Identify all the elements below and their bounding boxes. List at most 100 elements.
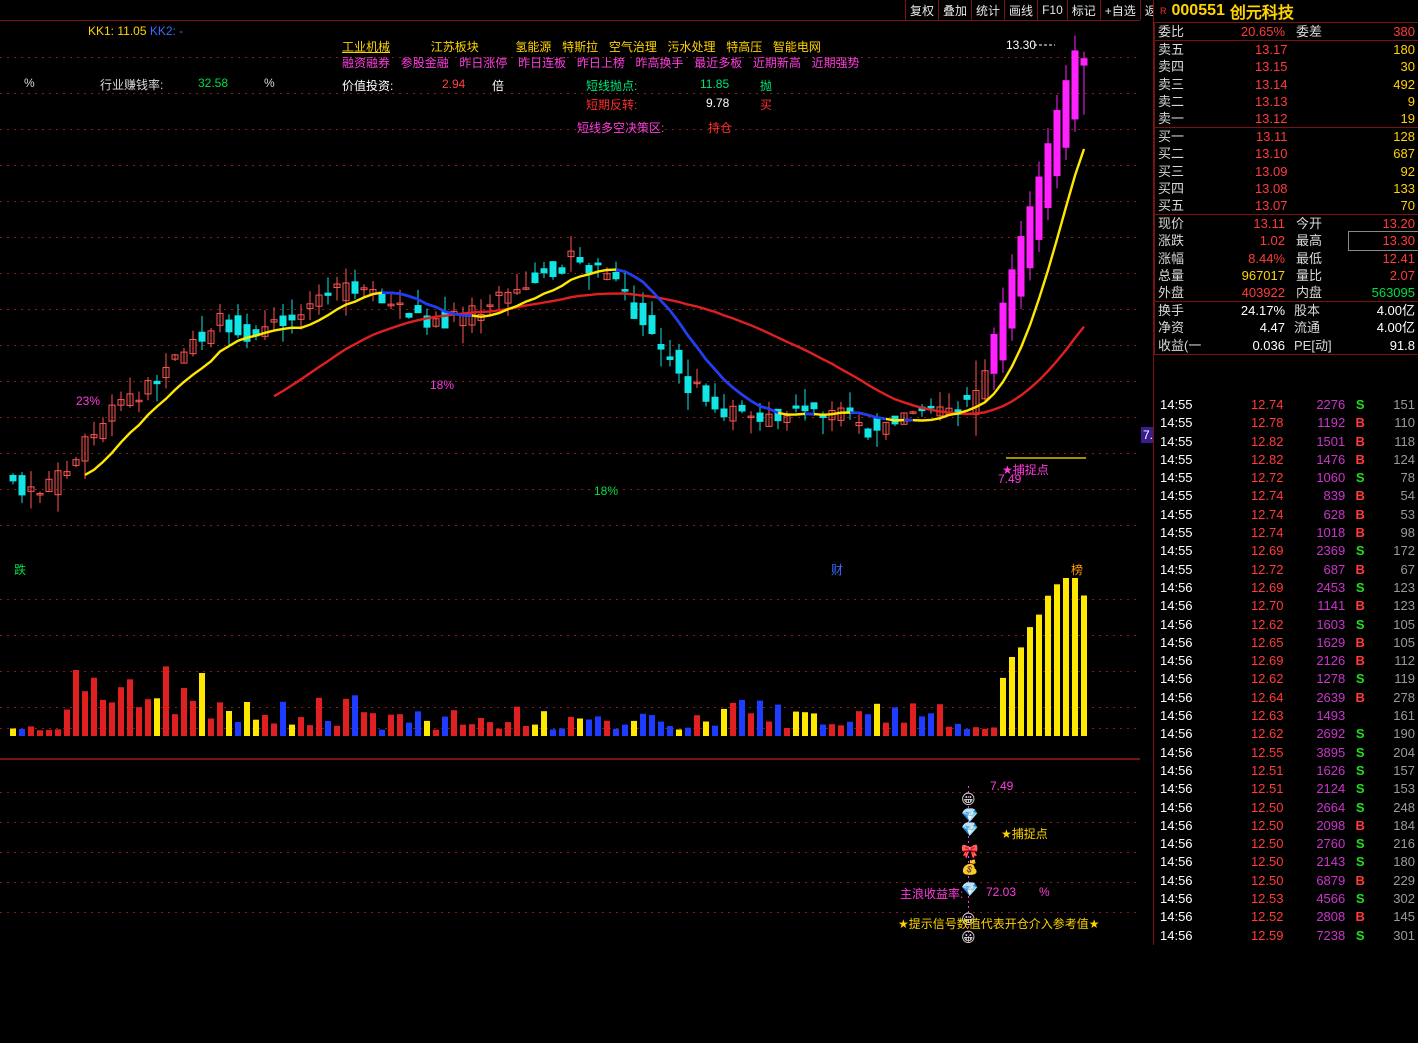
top-toolbar[interactable]: 复权 叠加 统计 画线 F10 标记 +自选 返回 bbox=[905, 0, 1153, 20]
toolbar-button-f10[interactable]: F10 bbox=[1037, 0, 1067, 20]
tick-count: 216 bbox=[1369, 835, 1418, 853]
tick-price: 12.72 bbox=[1222, 561, 1284, 579]
stat-label-right: 最高 bbox=[1288, 232, 1349, 249]
tick-count: 157 bbox=[1369, 762, 1418, 780]
tag-recent-high[interactable]: 近期新高 bbox=[753, 56, 801, 70]
stock-code: 000551 bbox=[1172, 2, 1225, 20]
tag-recent-strong[interactable]: 近期强势 bbox=[812, 56, 860, 70]
tag-smart-grid[interactable]: 智能电网 bbox=[773, 40, 821, 54]
stat-value-right: 2.07 bbox=[1349, 267, 1418, 284]
ask-qty: 30 bbox=[1347, 58, 1418, 75]
tag-air-treatment[interactable]: 空气治理 bbox=[609, 40, 657, 54]
gem-icon: 💎 bbox=[961, 882, 978, 896]
tag-finance-stake[interactable]: 参股金融 bbox=[401, 56, 449, 70]
tag-sewage[interactable]: 污水处理 bbox=[668, 40, 716, 54]
sector-tags-row2[interactable]: 融资融券 参股金融 昨日涨停 昨日连板 昨日上榜 昨高换手 最近多板 近期新高 … bbox=[342, 56, 812, 71]
tick-price: 12.74 bbox=[1222, 506, 1284, 524]
tick-count: 78 bbox=[1369, 469, 1418, 487]
tag-jiangsu[interactable]: 江苏板块 bbox=[431, 40, 479, 54]
tag-on-list[interactable]: 昨日上榜 bbox=[577, 56, 625, 70]
tick-price: 12.62 bbox=[1222, 616, 1284, 634]
price-chart-pane[interactable] bbox=[0, 20, 1140, 579]
tag-multi-board[interactable]: 最近多板 bbox=[694, 56, 742, 70]
tag-uhv[interactable]: 特高压 bbox=[726, 40, 762, 54]
fundamental-value-right: 4.00亿 bbox=[1349, 302, 1418, 320]
tag-industrial-machinery[interactable]: 工业机械 bbox=[342, 40, 390, 54]
sector-tags-row1[interactable]: 工业机械 江苏板块 氢能源 特斯拉 空气治理 污水处理 特高压 智能电网 bbox=[342, 40, 812, 55]
tag-high-turnover[interactable]: 昨高换手 bbox=[636, 56, 684, 70]
tick-price: 12.51 bbox=[1222, 762, 1284, 780]
tag-hydrogen[interactable]: 氢能源 bbox=[515, 40, 551, 54]
tag-margin-trading[interactable]: 融资融券 bbox=[342, 56, 390, 70]
toolbar-button-fuquan[interactable]: 复权 bbox=[905, 0, 938, 20]
tick-price: 12.59 bbox=[1222, 927, 1284, 945]
tick-time: 14:55 bbox=[1154, 396, 1222, 414]
tag-tesla[interactable]: 特斯拉 bbox=[562, 40, 598, 54]
toolbar-button-add-favorite[interactable]: +自选 bbox=[1100, 0, 1140, 20]
tick-count: 151 bbox=[1369, 396, 1418, 414]
stat-value-left: 967017 bbox=[1219, 267, 1288, 284]
wave-return-value: 72.03 bbox=[986, 885, 1016, 899]
tick-volume: 1278 bbox=[1284, 670, 1352, 688]
tag-limit-up-yesterday[interactable]: 昨日涨停 bbox=[459, 56, 507, 70]
tick-count: 53 bbox=[1369, 506, 1418, 524]
toolbar-button-diejia[interactable]: 叠加 bbox=[938, 0, 971, 20]
side-glyph-bang: 榜 bbox=[1071, 561, 1083, 578]
toolbar-button-huaxian[interactable]: 画线 bbox=[1004, 0, 1037, 20]
toolbar-button-biaoji[interactable]: 标记 bbox=[1067, 0, 1100, 20]
indicator-pane[interactable]: 7.49 😀 💎 💎 ★捕捉点 🎀 💰 💎 😀 😀 主浪收益率: 72.03 %… bbox=[0, 759, 1140, 946]
tick-side: B bbox=[1351, 908, 1369, 926]
tick-side: S bbox=[1351, 725, 1369, 743]
tag-consecutive-board[interactable]: 昨日连板 bbox=[518, 56, 566, 70]
volume-pane[interactable] bbox=[0, 578, 1140, 759]
ask-price: 13.12 bbox=[1219, 110, 1291, 127]
decision-zone-label: 短线多空决策区: bbox=[577, 119, 664, 136]
toolbar-button-tongji[interactable]: 统计 bbox=[971, 0, 1004, 20]
